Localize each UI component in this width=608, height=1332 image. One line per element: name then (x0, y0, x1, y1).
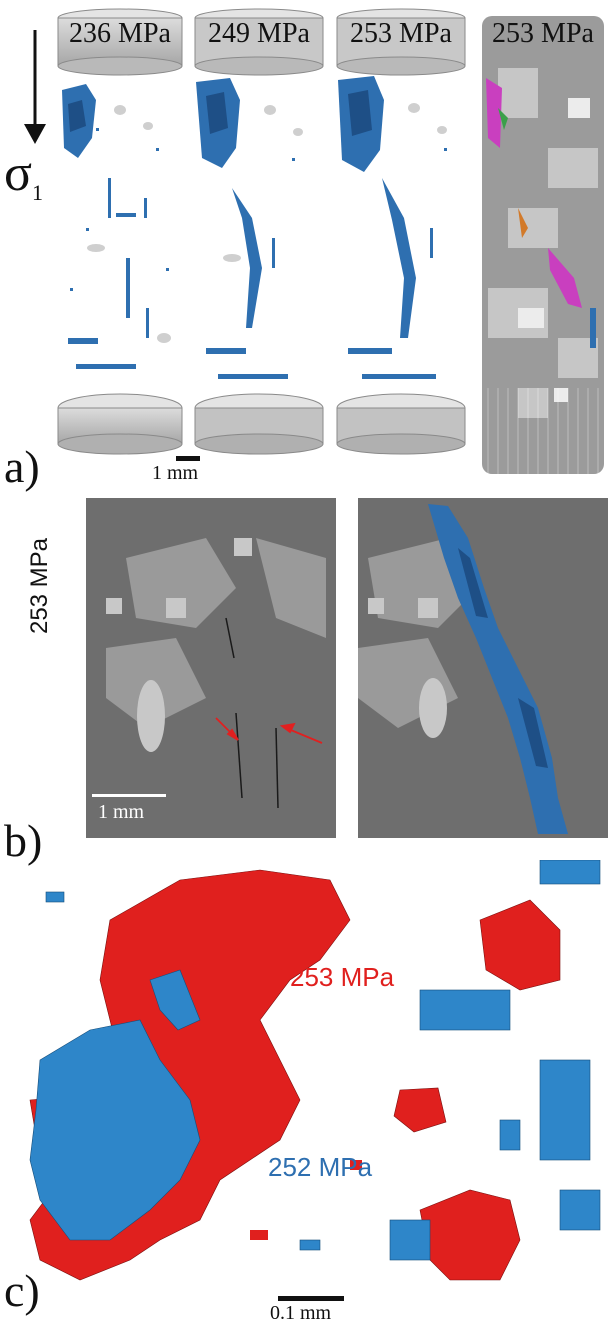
sample-render-249 (194, 8, 324, 455)
scale-bar-b-label: 1 mm (98, 801, 145, 823)
sigma-letter: σ (4, 145, 33, 202)
sample-column-253-volume: 253 MPa (478, 8, 608, 478)
panel-c: 253 MPa 252 MPa 0.1 mm c) (0, 859, 608, 1332)
panel-b-stress-label: 253 MPa (26, 537, 53, 635)
sample-column-249: 249 MPa (192, 8, 326, 458)
ct-slice-right-image (358, 498, 608, 838)
sigma1-symbol: σ1 (4, 148, 43, 219)
scale-bar-a-label: 1 mm (152, 462, 199, 484)
sample-render-236 (57, 8, 183, 455)
panel-letter-a: a) (4, 441, 40, 492)
stress-label-249: 249 MPa (208, 18, 310, 49)
sigma-subscript: 1 (32, 180, 44, 205)
scale-bar-c-label: 0.1 mm (270, 1302, 332, 1324)
sample-render-253 (336, 8, 466, 455)
sample-column-253: 253 MPa (334, 8, 468, 458)
ct-slice-right (358, 498, 608, 838)
scale-bar-a (176, 456, 200, 461)
panel-letter-b: b) (4, 815, 43, 866)
label-253-mpa: 253 MPa (290, 962, 395, 992)
panel-a: σ1 (0, 0, 608, 495)
stress-label-253: 253 MPa (350, 18, 452, 49)
scale-bar-b (92, 794, 166, 797)
sample-volume-render (482, 16, 604, 474)
stress-label-236: 236 MPa (69, 18, 171, 49)
panel-b: 253 MPa 1 mm (0, 492, 608, 882)
stress-label-253-volume: 253 MPa (492, 18, 594, 49)
sigma1-arrow (24, 30, 46, 144)
panel-letter-c: c) (4, 1265, 40, 1316)
scale-bar-c (278, 1296, 344, 1301)
label-252-mpa: 252 MPa (268, 1152, 373, 1182)
sample-column-236: 236 MPa (56, 8, 184, 458)
ct-slice-left-image (86, 498, 336, 838)
ct-slice-left: 1 mm (86, 498, 336, 838)
fracture-comparison-render (29, 859, 601, 1281)
